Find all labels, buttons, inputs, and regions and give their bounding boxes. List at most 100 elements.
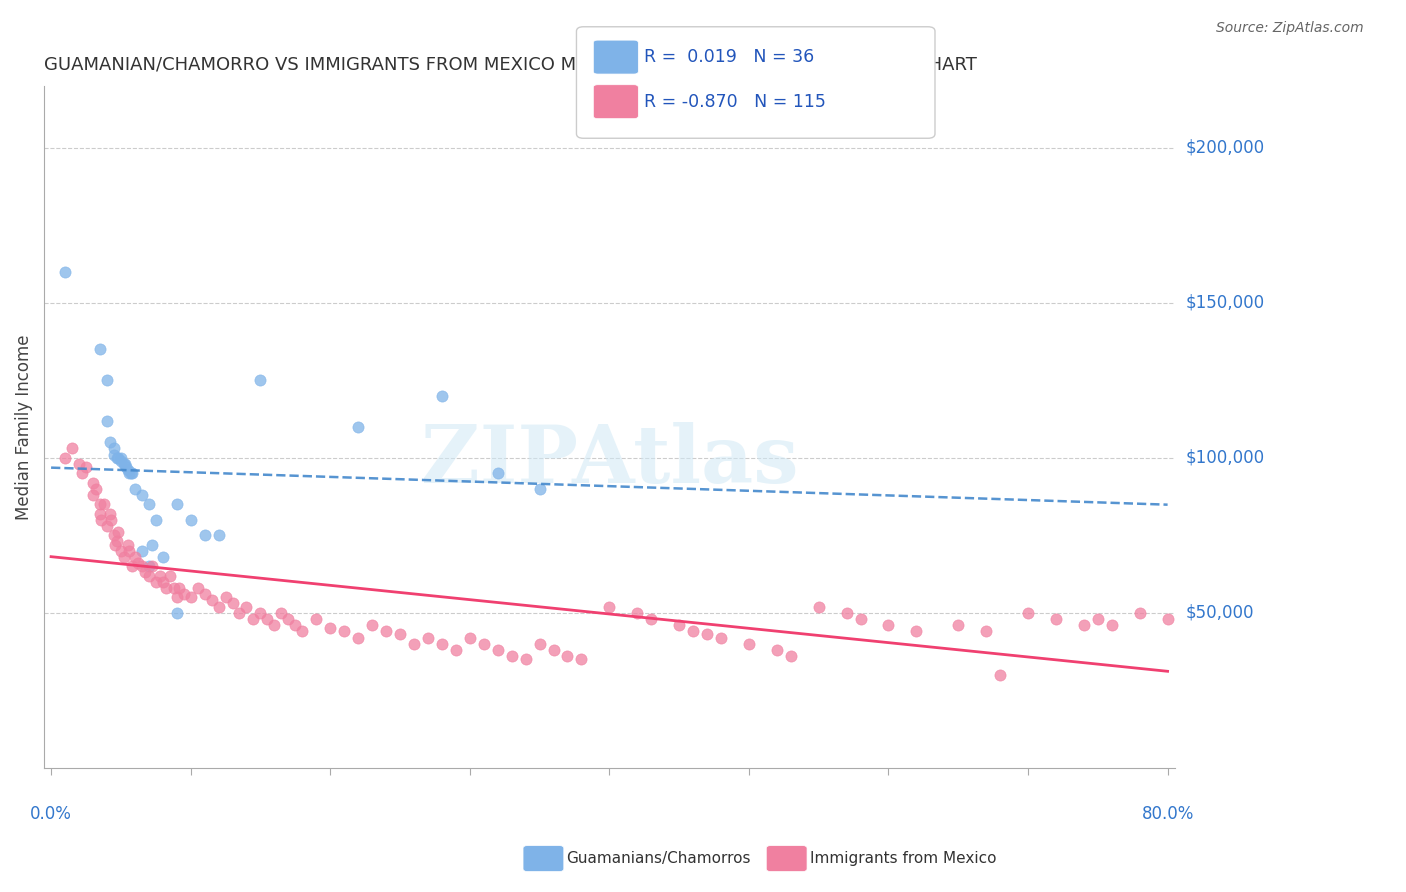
Point	[472, 637, 495, 651]
Point	[112, 549, 135, 564]
Point	[103, 448, 125, 462]
Point	[114, 457, 136, 471]
Point	[60, 442, 83, 456]
Point	[221, 596, 243, 610]
Point	[249, 373, 271, 387]
Point	[571, 652, 593, 666]
Point	[277, 612, 299, 626]
Point	[284, 618, 307, 632]
Point	[988, 667, 1011, 681]
Point	[807, 599, 830, 614]
Point	[1156, 612, 1178, 626]
Text: 80.0%: 80.0%	[1142, 805, 1194, 823]
Point	[118, 543, 141, 558]
Point	[82, 488, 104, 502]
Point	[131, 543, 153, 558]
Point	[145, 513, 167, 527]
Point	[640, 612, 662, 626]
Point	[766, 643, 789, 657]
Point	[682, 624, 704, 639]
Point	[849, 612, 872, 626]
Point	[194, 528, 217, 542]
Point	[416, 631, 439, 645]
Point	[347, 631, 370, 645]
Point	[626, 606, 648, 620]
Point	[134, 566, 156, 580]
Point	[82, 475, 104, 490]
Point	[974, 624, 997, 639]
Point	[96, 373, 118, 387]
Point	[263, 618, 285, 632]
Point	[388, 627, 411, 641]
Point	[1101, 618, 1123, 632]
Point	[98, 435, 121, 450]
Point	[118, 467, 141, 481]
Text: Source: ZipAtlas.com: Source: ZipAtlas.com	[1216, 21, 1364, 35]
Point	[779, 649, 801, 664]
Point	[444, 643, 467, 657]
Text: ZIPAtlas: ZIPAtlas	[420, 422, 799, 500]
Point	[529, 637, 551, 651]
Point	[145, 574, 167, 589]
Point	[110, 543, 132, 558]
Point	[242, 612, 264, 626]
Point	[214, 591, 236, 605]
Point	[105, 450, 128, 465]
Point	[89, 497, 111, 511]
Point	[121, 559, 143, 574]
Point	[501, 649, 523, 664]
Point	[305, 612, 328, 626]
Point	[107, 450, 129, 465]
Text: $50,000: $50,000	[1185, 604, 1254, 622]
Point	[96, 413, 118, 427]
Point	[1045, 612, 1067, 626]
Text: R =  0.019   N = 36: R = 0.019 N = 36	[644, 48, 814, 66]
Point	[180, 513, 202, 527]
Point	[53, 265, 76, 279]
Point	[319, 621, 342, 635]
Point	[402, 637, 425, 651]
Point	[131, 488, 153, 502]
Point	[117, 537, 139, 551]
Point	[194, 587, 217, 601]
Point	[121, 467, 143, 481]
Point	[141, 559, 163, 574]
Point	[138, 559, 160, 574]
Point	[110, 454, 132, 468]
Point	[207, 528, 229, 542]
Text: R = -0.870   N = 115: R = -0.870 N = 115	[644, 93, 825, 111]
Point	[1129, 606, 1152, 620]
Point	[67, 457, 90, 471]
Point	[138, 568, 160, 582]
Point	[149, 568, 172, 582]
Y-axis label: Median Family Income: Median Family Income	[15, 334, 32, 519]
Point	[543, 643, 565, 657]
Point	[256, 612, 278, 626]
Point	[187, 581, 209, 595]
Point	[361, 618, 384, 632]
Point	[75, 460, 97, 475]
Point	[557, 649, 579, 664]
Point	[835, 606, 858, 620]
Point	[166, 606, 188, 620]
Point	[515, 652, 537, 666]
Point	[710, 631, 733, 645]
Point	[84, 482, 107, 496]
Point	[100, 513, 122, 527]
Point	[70, 467, 93, 481]
Point	[347, 419, 370, 434]
Text: Immigrants from Mexico: Immigrants from Mexico	[810, 851, 997, 865]
Point	[107, 525, 129, 540]
Point	[115, 460, 138, 475]
Point	[53, 450, 76, 465]
Text: Guamanians/Chamorros: Guamanians/Chamorros	[567, 851, 751, 865]
Point	[89, 343, 111, 357]
Point	[104, 537, 127, 551]
Point	[696, 627, 718, 641]
Point	[110, 450, 132, 465]
Point	[458, 631, 481, 645]
Point	[486, 467, 509, 481]
Point	[163, 581, 186, 595]
Point	[103, 528, 125, 542]
Point	[169, 581, 191, 595]
